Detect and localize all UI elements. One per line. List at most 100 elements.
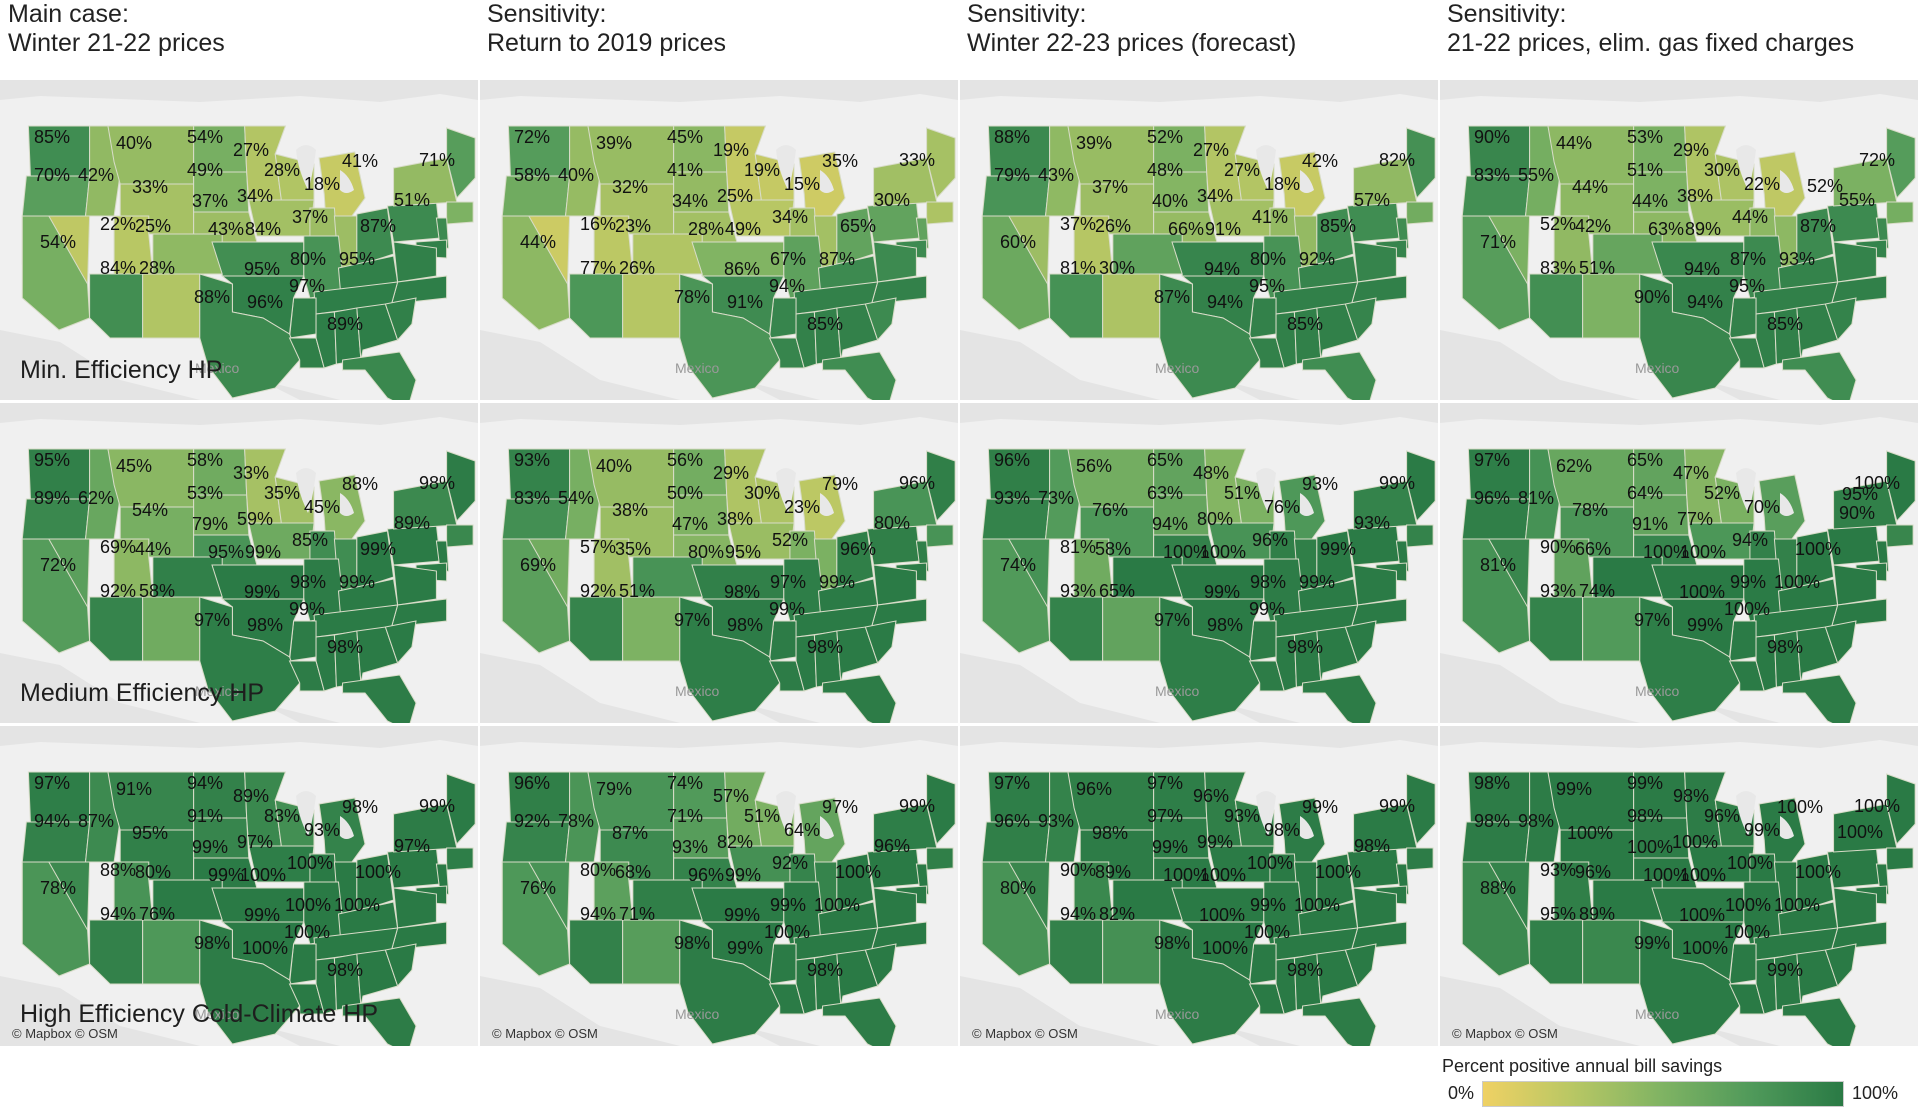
region-ga[interactable] <box>1796 626 1839 684</box>
region-sc[interactable] <box>384 620 417 664</box>
map-panel[interactable]: 98% 98% 98% 99% 99% 98% 98% 96% 99% 100% 100% 100% 1… <box>1440 726 1918 1046</box>
region-fl[interactable] <box>1302 351 1377 400</box>
region-ga[interactable] <box>836 626 879 684</box>
region-ms[interactable] <box>1275 957 1297 1015</box>
region-nm[interactable] <box>142 273 201 339</box>
region-ut[interactable] <box>113 861 154 921</box>
map-panel[interactable]: 96% 92% 78% 79% 74% 71% 57% 51% 64% 99% 97% 96% 93% 8… <box>480 726 958 1046</box>
region-oh[interactable] <box>356 207 395 267</box>
map-panel[interactable]: 95% 89% 62% 45% 58% 53% 33% 35% 45% 98% 88% 89% 79% 5… <box>0 403 478 723</box>
region-nm[interactable] <box>622 273 681 339</box>
region-va[interactable] <box>872 887 917 929</box>
region-me[interactable] <box>1886 127 1916 200</box>
region-ar[interactable] <box>768 620 797 662</box>
region-ma[interactable] <box>1406 524 1434 548</box>
region-az[interactable] <box>569 596 624 662</box>
region-la[interactable] <box>768 337 805 369</box>
region-fl[interactable] <box>1782 674 1857 723</box>
region-ar[interactable] <box>1728 297 1757 339</box>
region-ar[interactable] <box>288 943 317 985</box>
region-me[interactable] <box>446 450 476 523</box>
region-la[interactable] <box>1728 660 1765 692</box>
region-sc[interactable] <box>384 943 417 987</box>
region-la[interactable] <box>1248 337 1285 369</box>
region-sc[interactable] <box>864 297 897 341</box>
region-sc[interactable] <box>1344 620 1377 664</box>
region-ga[interactable] <box>1316 303 1359 361</box>
region-me[interactable] <box>1886 773 1916 846</box>
region-az[interactable] <box>89 273 144 339</box>
region-ga[interactable] <box>1316 949 1359 1007</box>
region-sc[interactable] <box>1824 297 1857 341</box>
region-ms[interactable] <box>315 634 337 692</box>
region-va[interactable] <box>1352 564 1397 606</box>
map-panel[interactable]: 93% 83% 54% 40% 56% 50% 29% 30% 23% 96% 79% 80% 47% 3… <box>480 403 958 723</box>
region-va[interactable] <box>392 887 437 929</box>
region-az[interactable] <box>1529 596 1584 662</box>
region-va[interactable] <box>872 241 917 283</box>
region-az[interactable] <box>1049 919 1104 985</box>
region-az[interactable] <box>89 919 144 985</box>
region-ar[interactable] <box>768 943 797 985</box>
region-ma[interactable] <box>1406 201 1434 225</box>
region-ut[interactable] <box>1553 538 1594 598</box>
region-nm[interactable] <box>1102 273 1161 339</box>
region-oh[interactable] <box>1316 853 1355 913</box>
region-oh[interactable] <box>836 207 875 267</box>
region-me[interactable] <box>1886 450 1916 523</box>
region-nm[interactable] <box>1582 596 1641 662</box>
region-oh[interactable] <box>1316 530 1355 590</box>
region-ms[interactable] <box>795 634 817 692</box>
region-fl[interactable] <box>822 351 897 400</box>
region-oh[interactable] <box>356 530 395 590</box>
region-ar[interactable] <box>1248 943 1277 985</box>
region-la[interactable] <box>1728 983 1765 1015</box>
map-attribution[interactable]: © Mapbox © OSM <box>492 1026 598 1041</box>
region-ar[interactable] <box>1728 620 1757 662</box>
region-la[interactable] <box>1248 983 1285 1015</box>
region-fl[interactable] <box>342 997 417 1046</box>
region-me[interactable] <box>446 773 476 846</box>
region-ms[interactable] <box>315 311 337 369</box>
region-sc[interactable] <box>1824 620 1857 664</box>
region-ut[interactable] <box>593 861 634 921</box>
map-panel[interactable]: 97% 94% 87% 91% 94% 91% 89% 83% 93% 99% 98% 97% 99% 9… <box>0 726 478 1046</box>
region-sc[interactable] <box>864 620 897 664</box>
region-oh[interactable] <box>1796 207 1835 267</box>
region-ms[interactable] <box>1275 634 1297 692</box>
region-me[interactable] <box>1406 450 1436 523</box>
region-va[interactable] <box>1832 887 1877 929</box>
region-nm[interactable] <box>1582 273 1641 339</box>
region-ga[interactable] <box>1796 303 1839 361</box>
region-me[interactable] <box>926 773 956 846</box>
map-panel[interactable]: 90% 83% 55% 44% 53% 51% 29% 30% 22% 72% 52% 55% 44% 3… <box>1440 80 1918 400</box>
region-ms[interactable] <box>795 311 817 369</box>
region-ar[interactable] <box>288 620 317 662</box>
region-me[interactable] <box>1406 127 1436 200</box>
region-oh[interactable] <box>1796 853 1835 913</box>
region-ma[interactable] <box>1886 524 1914 548</box>
region-ga[interactable] <box>356 626 399 684</box>
region-ut[interactable] <box>113 538 154 598</box>
region-ga[interactable] <box>836 949 879 1007</box>
region-oh[interactable] <box>1316 207 1355 267</box>
region-fl[interactable] <box>342 351 417 400</box>
region-sc[interactable] <box>384 297 417 341</box>
map-attribution[interactable]: © Mapbox © OSM <box>12 1026 118 1041</box>
region-az[interactable] <box>1529 273 1584 339</box>
region-ma[interactable] <box>446 847 474 871</box>
region-va[interactable] <box>1832 564 1877 606</box>
region-va[interactable] <box>1352 241 1397 283</box>
region-ma[interactable] <box>446 201 474 225</box>
region-ga[interactable] <box>1316 626 1359 684</box>
region-ma[interactable] <box>446 524 474 548</box>
region-ma[interactable] <box>926 201 954 225</box>
region-ar[interactable] <box>1248 620 1277 662</box>
region-va[interactable] <box>392 564 437 606</box>
region-ms[interactable] <box>1275 311 1297 369</box>
region-la[interactable] <box>288 983 325 1015</box>
region-ga[interactable] <box>1796 949 1839 1007</box>
region-nm[interactable] <box>622 596 681 662</box>
region-az[interactable] <box>89 596 144 662</box>
region-ut[interactable] <box>1553 861 1594 921</box>
